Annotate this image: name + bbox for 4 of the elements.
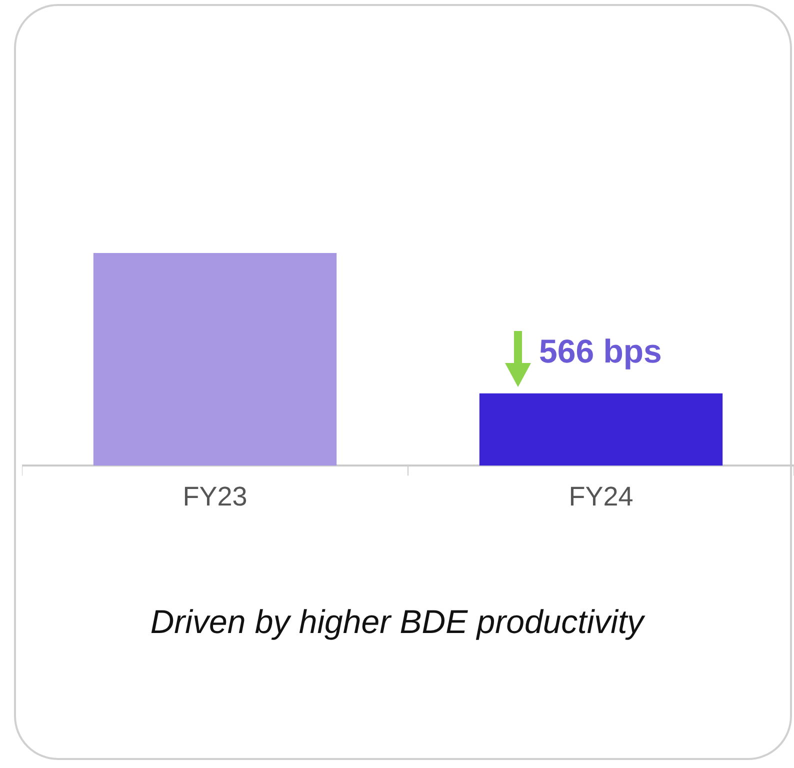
annotation: 566 bps bbox=[539, 332, 662, 370]
x-tick-label: FY24 bbox=[568, 481, 634, 512]
text: Driven by higher BDE productivity bbox=[149, 603, 646, 641]
x-tick-label: FY23 bbox=[182, 481, 248, 512]
